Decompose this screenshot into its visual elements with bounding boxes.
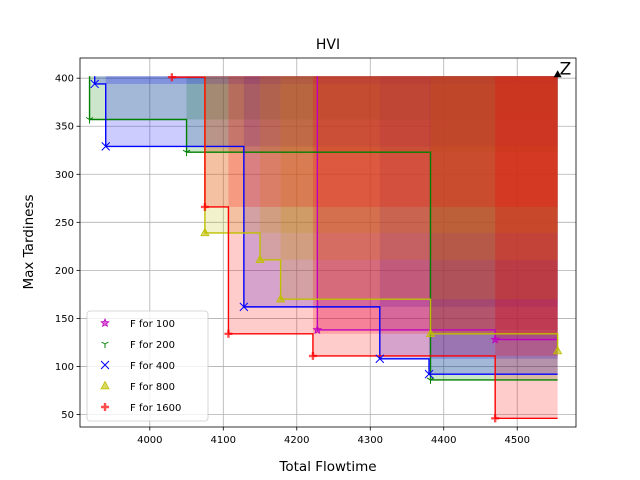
f-for-100-line <box>316 76 558 341</box>
f-for-800-dominated-region <box>430 76 558 334</box>
f-for-1600-marker <box>491 414 500 423</box>
f-for-800-marker <box>552 345 563 355</box>
y-tick-label: 350 <box>55 122 74 133</box>
reference-point-label: Z <box>560 59 572 79</box>
f-for-1600-dominated-region <box>228 76 558 334</box>
legend-box <box>86 310 209 422</box>
y-tick-label: 200 <box>55 266 74 277</box>
f-for-100-dominated-region <box>495 76 558 340</box>
legend: F for 100 F for 200 F for 400 F for 800 F fo… <box>86 310 209 422</box>
f-for-800-line <box>204 76 559 352</box>
legend-marker-f-for-100 <box>100 317 110 328</box>
f-for-800-marker <box>200 227 210 237</box>
reference-point: Z <box>553 59 572 79</box>
f-for-200-dominated-region <box>186 76 558 153</box>
f-for-400-marker <box>239 302 249 312</box>
f-for-1600-dominated-region <box>171 76 558 78</box>
f-for-800-marker <box>275 293 286 303</box>
legend-label-f-for-100: F for 100 <box>130 319 175 330</box>
f-for-1600-marker <box>308 351 317 360</box>
axis-ticks: 4000 4100 4200 4300 4400 4500 50 100 150 200 250 30… <box>55 74 530 446</box>
reference-point-marker <box>553 70 562 78</box>
x-tick-label: 4400 <box>431 435 456 446</box>
f-for-400-dominated-region <box>429 76 558 375</box>
f-for-100-dominated-region <box>317 76 558 330</box>
x-tick-label: 4300 <box>358 435 383 446</box>
f-for-1600-dominated-region <box>204 76 558 207</box>
f-for-200-dominated-region <box>89 76 558 120</box>
legend-label-f-for-800: F for 800 <box>130 382 175 393</box>
x-tick-label: 4000 <box>137 435 162 446</box>
y-tick-label: 400 <box>55 74 74 85</box>
f-for-400-marker <box>90 79 100 89</box>
f-for-1600-marker <box>200 202 209 211</box>
f-for-400-marker <box>101 142 111 151</box>
y-tick-label: 250 <box>55 218 74 229</box>
f-for-200-marker <box>85 117 94 124</box>
f-for-200-marker <box>426 377 435 384</box>
data-markers <box>85 73 563 423</box>
f-for-800-dominated-region <box>204 76 558 233</box>
legend-marker-f-for-400 <box>100 360 110 370</box>
f-for-100-marker <box>312 324 323 335</box>
f-for-400-dominated-region <box>105 76 558 147</box>
f-for-800-dominated-region <box>280 76 558 300</box>
f-for-400-dominated-region <box>379 76 558 359</box>
f-for-800-dominated-region <box>260 76 558 260</box>
f-for-400-marker <box>375 354 385 364</box>
f-for-1600-marker <box>224 329 233 338</box>
x-tick-label: 4100 <box>211 435 236 446</box>
x-axis-label: Total Flowtime <box>278 459 376 475</box>
chart-title: HVI <box>316 37 340 53</box>
x-tick-label: 4200 <box>284 435 309 446</box>
y-tick-label: 150 <box>55 314 74 325</box>
y-tick-label: 100 <box>55 362 74 373</box>
plot-frame <box>79 57 577 428</box>
f-for-1600-dominated-region <box>495 76 558 419</box>
f-for-400-marker <box>424 369 434 379</box>
f-for-400-dominated-region <box>243 76 558 307</box>
f-for-800-marker <box>425 328 436 337</box>
y-tick-label: 300 <box>55 170 74 181</box>
legend-label-f-for-200: F for 200 <box>130 340 175 351</box>
dominated-regions <box>89 76 558 419</box>
y-axis-label: Max Tardiness <box>21 194 37 289</box>
legend-marker-f-for-200 <box>101 341 109 348</box>
legend-marker-f-for-1600 <box>101 403 109 411</box>
f-for-400-dominated-region <box>94 76 558 84</box>
legend-label-f-for-1600: F for 1600 <box>130 403 181 414</box>
f-for-200-marker <box>182 149 191 157</box>
f-for-800-marker <box>255 254 265 263</box>
f-for-100-marker <box>490 334 500 344</box>
y-tick-label: 50 <box>61 410 74 421</box>
legend-marker-f-for-800 <box>100 380 110 390</box>
f-for-1600-dominated-region <box>312 76 558 356</box>
f-for-1600-marker <box>167 73 176 82</box>
legend-label-f-for-400: F for 400 <box>130 361 175 372</box>
x-tick-label: 4500 <box>504 435 529 446</box>
